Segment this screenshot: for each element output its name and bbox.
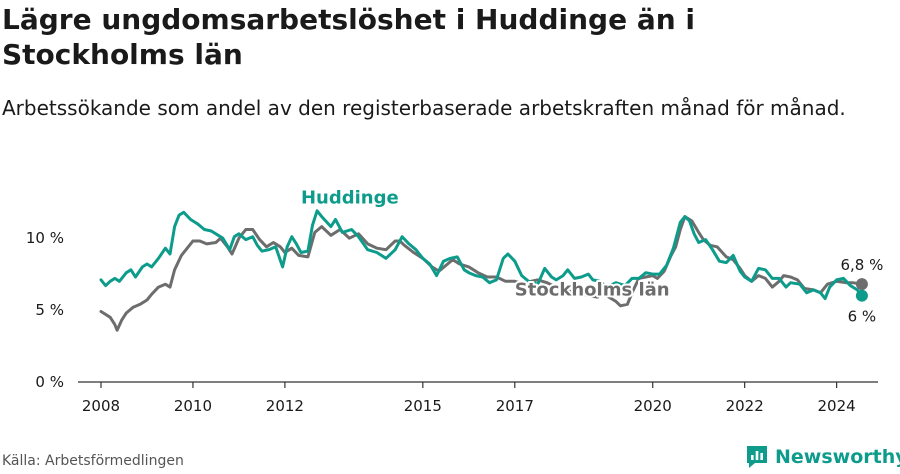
x-tick-label: 2012 — [266, 397, 304, 415]
x-tick-label: 2020 — [634, 397, 672, 415]
series-line-huddinge — [99, 209, 864, 301]
brand-name: Newsworthy — [775, 446, 900, 468]
brand-logo: Newsworthy — [745, 444, 900, 470]
end-label-huddinge: 6 % — [848, 308, 877, 326]
end-point-stockholm — [855, 278, 868, 291]
chart-title: Lägre ungdomsarbetslöshet i Huddinge än … — [2, 3, 695, 71]
y-tick-label: 10 % — [26, 229, 64, 247]
source-note: Källa: Arbetsförmedlingen — [2, 453, 184, 469]
newsworthy-logo-icon — [747, 446, 767, 468]
x-tick-label: 2015 — [404, 397, 442, 415]
end-label-stockholm: 6,8 % — [840, 256, 883, 274]
x-tick-label: 2024 — [818, 397, 856, 415]
y-tick-label: 5 % — [35, 301, 64, 319]
x-tick-label: 2017 — [496, 397, 534, 415]
y-tick-label: 0 % — [35, 373, 64, 391]
x-tick-label: 2008 — [82, 397, 120, 415]
x-tick-label: 2010 — [174, 397, 212, 415]
chart-subtitle: Arbetssökande som andel av den registerb… — [2, 96, 846, 120]
series-label-huddinge: Huddinge — [301, 188, 399, 209]
x-tick-label: 2022 — [726, 397, 764, 415]
series-label-stockholm: Stockholms län — [515, 280, 670, 301]
end-point-huddinge — [855, 289, 868, 302]
